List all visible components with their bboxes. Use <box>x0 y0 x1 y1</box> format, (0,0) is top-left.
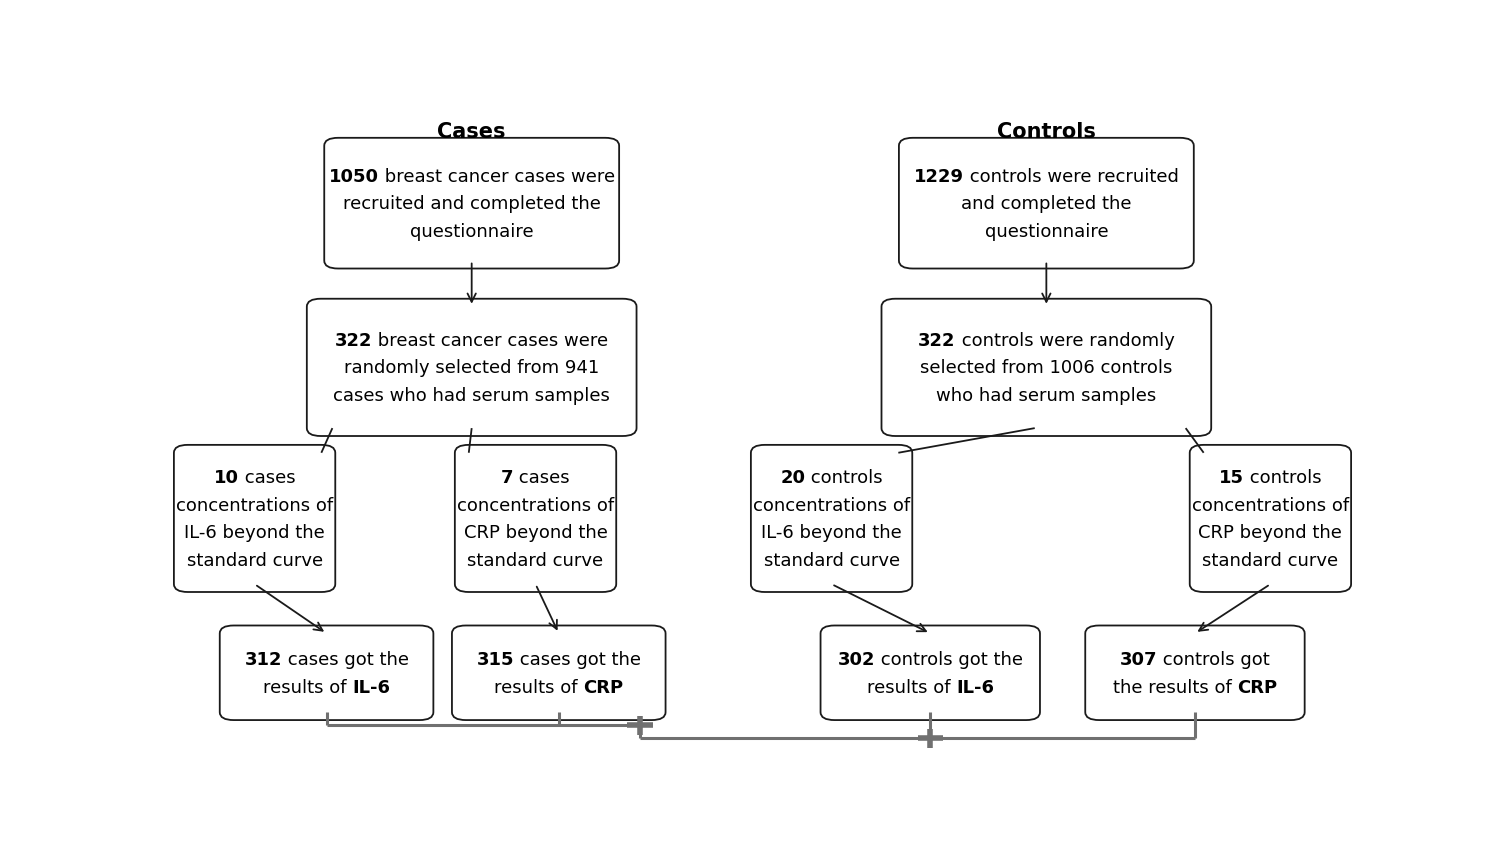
Text: 1050: 1050 <box>328 167 379 186</box>
Text: and completed the: and completed the <box>962 195 1131 213</box>
Text: 307: 307 <box>1121 650 1158 668</box>
Text: concentrations of: concentrations of <box>457 496 614 514</box>
Text: Controls: Controls <box>996 122 1097 142</box>
Text: standard curve: standard curve <box>467 551 604 569</box>
FancyBboxPatch shape <box>881 299 1212 436</box>
Text: breast cancer cases were: breast cancer cases were <box>379 167 614 186</box>
Text: results of: results of <box>494 678 583 696</box>
Text: 15: 15 <box>1219 469 1245 486</box>
Text: controls: controls <box>806 469 882 486</box>
Text: 20: 20 <box>780 469 806 486</box>
Text: the results of: the results of <box>1113 678 1237 696</box>
FancyBboxPatch shape <box>1085 625 1305 720</box>
Text: cases: cases <box>238 469 295 486</box>
Text: questionnaire: questionnaire <box>984 222 1109 240</box>
Text: breast cancer cases were: breast cancer cases were <box>373 331 608 349</box>
Text: results of: results of <box>867 678 956 696</box>
Text: CRP: CRP <box>1237 678 1278 696</box>
FancyBboxPatch shape <box>174 446 336 592</box>
FancyBboxPatch shape <box>750 446 912 592</box>
FancyBboxPatch shape <box>899 139 1194 269</box>
FancyBboxPatch shape <box>220 625 433 720</box>
Text: 322: 322 <box>918 331 956 349</box>
Text: 10: 10 <box>214 469 238 486</box>
FancyBboxPatch shape <box>307 299 637 436</box>
Text: Cases: Cases <box>437 122 506 142</box>
Text: cases: cases <box>514 469 571 486</box>
Text: selected from 1006 controls: selected from 1006 controls <box>920 359 1173 377</box>
Text: concentrations of: concentrations of <box>177 496 333 514</box>
Text: IL-6 beyond the: IL-6 beyond the <box>184 524 325 542</box>
Text: questionnaire: questionnaire <box>410 222 533 240</box>
Text: controls got the: controls got the <box>875 650 1023 668</box>
Text: standard curve: standard curve <box>187 551 322 569</box>
Text: standard curve: standard curve <box>1203 551 1339 569</box>
Text: randomly selected from 941: randomly selected from 941 <box>345 359 599 377</box>
Text: cases got the: cases got the <box>514 650 641 668</box>
Text: 1229: 1229 <box>914 167 963 186</box>
Text: recruited and completed the: recruited and completed the <box>343 195 601 213</box>
Text: 7: 7 <box>500 469 514 486</box>
Text: concentrations of: concentrations of <box>1192 496 1350 514</box>
FancyBboxPatch shape <box>821 625 1040 720</box>
Text: IL-6 beyond the: IL-6 beyond the <box>761 524 902 542</box>
Text: IL-6: IL-6 <box>956 678 993 696</box>
Text: controls were randomly: controls were randomly <box>956 331 1174 349</box>
FancyBboxPatch shape <box>452 625 665 720</box>
Text: 315: 315 <box>476 650 514 668</box>
Text: 302: 302 <box>837 650 875 668</box>
FancyBboxPatch shape <box>324 139 619 269</box>
Text: 322: 322 <box>336 331 373 349</box>
Text: 312: 312 <box>244 650 282 668</box>
FancyBboxPatch shape <box>1189 446 1351 592</box>
Text: controls got: controls got <box>1158 650 1270 668</box>
Text: CRP: CRP <box>583 678 623 696</box>
FancyBboxPatch shape <box>455 446 616 592</box>
Text: CRP beyond the: CRP beyond the <box>1198 524 1342 542</box>
Text: who had serum samples: who had serum samples <box>936 387 1156 405</box>
Text: CRP beyond the: CRP beyond the <box>463 524 608 542</box>
Text: IL-6: IL-6 <box>352 678 389 696</box>
Text: standard curve: standard curve <box>764 551 900 569</box>
Text: cases who had serum samples: cases who had serum samples <box>333 387 610 405</box>
Text: controls: controls <box>1245 469 1321 486</box>
Text: results of: results of <box>264 678 352 696</box>
Text: controls were recruited: controls were recruited <box>963 167 1179 186</box>
Text: cases got the: cases got the <box>282 650 409 668</box>
Text: concentrations of: concentrations of <box>753 496 911 514</box>
